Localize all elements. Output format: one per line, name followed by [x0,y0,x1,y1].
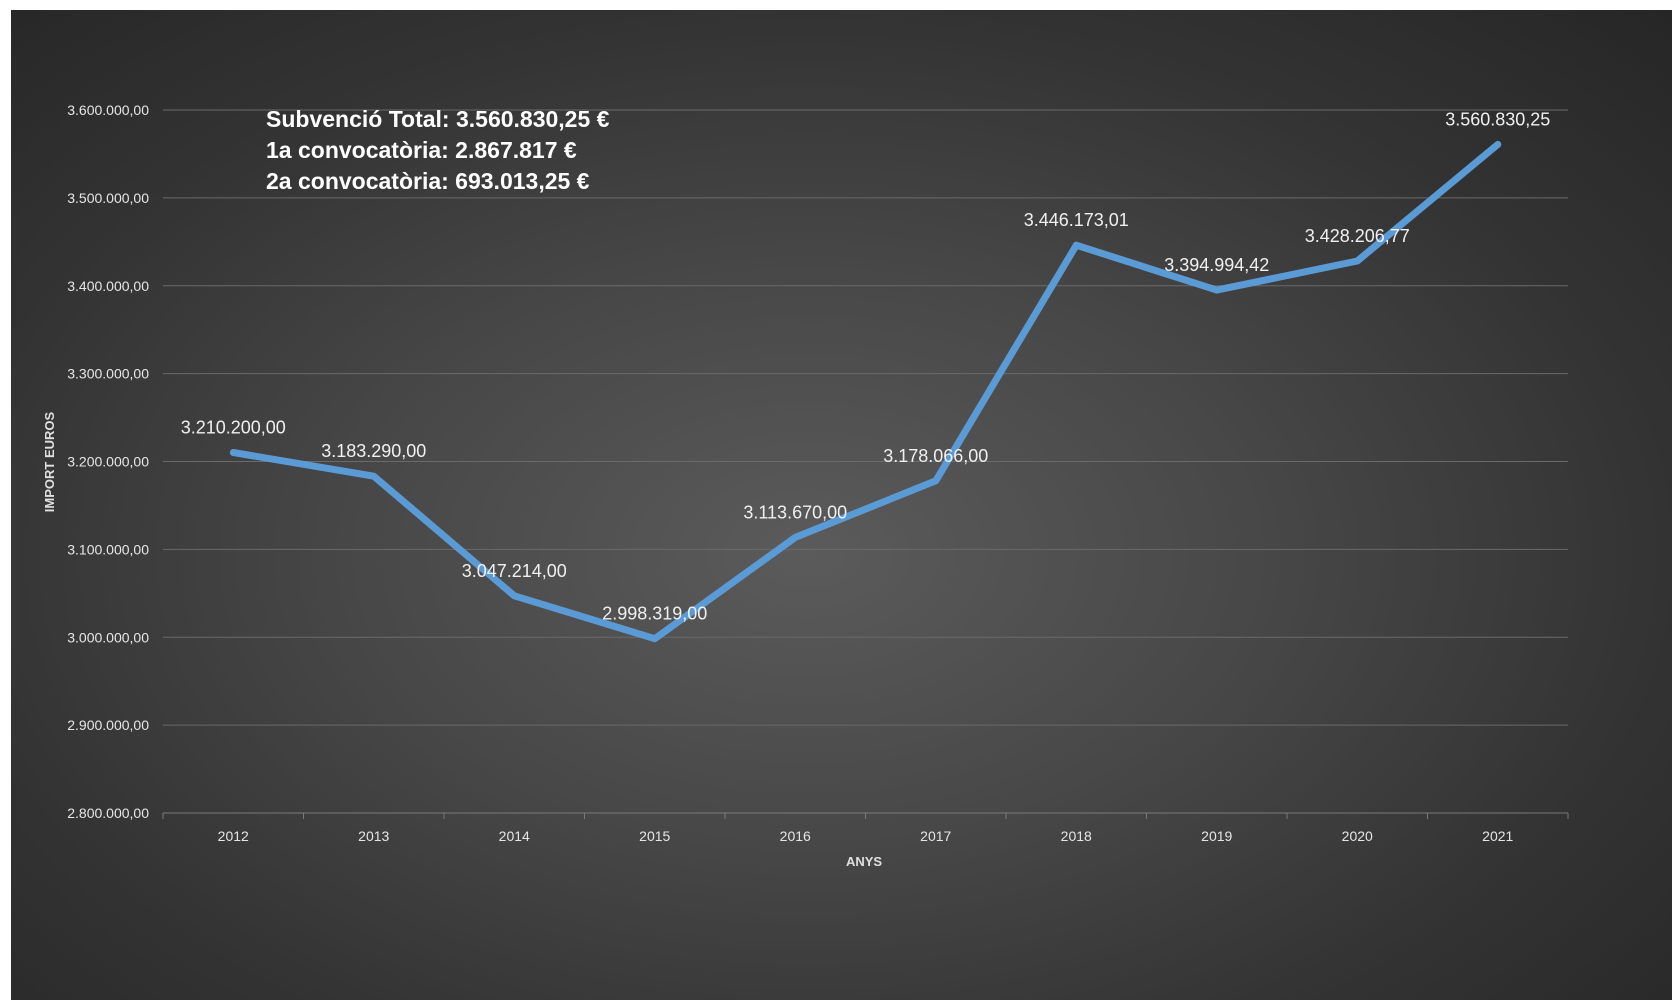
y-tick-label: 3.300.000,00 [67,366,149,382]
y-tick-label: 3.400.000,00 [67,278,149,294]
data-label: 3.183.290,00 [321,441,426,461]
x-axis: 2012 2013 2014 2015 2016 2017 2018 2019 2020 2021 [162,813,1569,844]
data-label: 3.560.830,25 [1445,109,1550,129]
x-axis-title: ANYS [846,854,882,869]
x-tick-label: 2019 [1201,828,1232,844]
data-label: 3.394.994,42 [1164,255,1269,275]
y-tick-label: 3.100.000,00 [67,541,149,557]
data-label: 3.178.066,00 [883,446,988,466]
chart-frame: 2.800.000,00 2.900.000,00 3.000.000,00 3.10… [11,10,1672,1000]
x-tick-label: 2016 [780,828,811,844]
y-tick-label: 3.000.000,00 [67,629,149,645]
x-tick-label: 2017 [920,828,951,844]
y-tick-label: 3.500.000,00 [67,190,149,206]
y-tick-label: 2.800.000,00 [67,805,149,821]
x-tick-label: 2020 [1342,828,1373,844]
data-label: 3.113.670,00 [743,502,847,522]
annotation-second-call: 2a convocatòria: 693.013,25 € [266,168,590,194]
data-label: 3.428.206,77 [1305,226,1410,246]
series-layer [229,140,1502,643]
annotation-box: Subvenció Total: 3.560.830,25 € 1a convo… [266,106,610,194]
y-axis-title: IMPORT EUROS [42,411,57,512]
line-chart: 2.800.000,00 2.900.000,00 3.000.000,00 3.10… [42,102,1569,869]
y-tick-label: 2.900.000,00 [67,717,149,733]
x-tick-label: 2015 [639,828,670,844]
data-label: 2.998.319,00 [602,604,707,624]
x-tick-label: 2013 [358,828,389,844]
x-tick-label: 2021 [1482,828,1513,844]
data-label: 3.210.200,00 [181,418,286,438]
x-tick-label: 2014 [499,828,530,844]
data-label: 3.446.173,01 [1024,210,1129,230]
y-tick-label: 3.200.000,00 [67,454,149,470]
series-line [229,140,1502,643]
annotation-total: Subvenció Total: 3.560.830,25 € [266,106,610,132]
data-label: 3.047.214,00 [462,561,567,581]
x-tick-label: 2018 [1061,828,1092,844]
gridlines [163,109,1568,814]
y-axis: 2.800.000,00 2.900.000,00 3.000.000,00 3.10… [67,102,149,821]
annotation-first-call: 1a convocatòria: 2.867.817 € [266,137,577,163]
y-tick-label: 3.600.000,00 [67,102,149,118]
x-tick-label: 2012 [218,828,249,844]
data-labels: 3.210.200,00 3.183.290,00 3.047.214,00 2.99… [181,109,1551,623]
